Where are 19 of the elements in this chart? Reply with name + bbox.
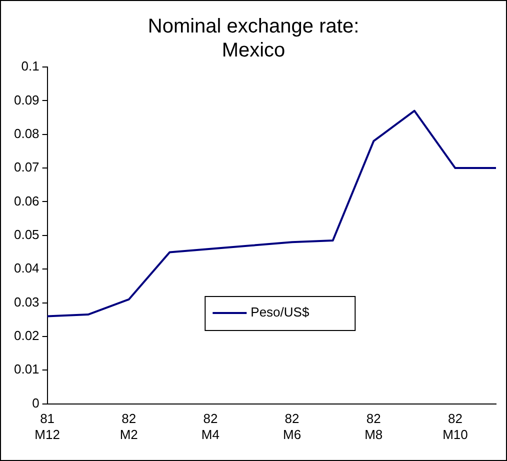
x-tick-label: 82 M2 xyxy=(120,411,138,442)
x-tick-label: 82 M4 xyxy=(201,411,220,442)
y-tick-label: 0.09 xyxy=(14,92,40,108)
x-tick-label: 82 M10 xyxy=(442,411,468,442)
y-tick-label: 0.08 xyxy=(14,126,40,141)
x-tick-label: 82 M8 xyxy=(364,411,383,442)
chart-title: Nominal exchange rate: Mexico xyxy=(148,16,360,62)
y-tick-label: 0 xyxy=(32,395,40,410)
y-tick-label: 0.01 xyxy=(14,362,40,377)
y-tick-label: 0.04 xyxy=(14,260,40,276)
y-tick-label: 0.05 xyxy=(14,226,40,242)
y-tick-label: 0.03 xyxy=(14,294,40,310)
x-tick-label: 82 M6 xyxy=(283,411,302,442)
y-tick-label: 0.02 xyxy=(14,328,40,344)
y-tick-label: 0.06 xyxy=(14,193,40,208)
legend-label: Peso/US$ xyxy=(250,304,310,320)
y-tick-label: 0.1 xyxy=(21,58,40,74)
x-tick-label: 81 M12 xyxy=(34,411,60,442)
y-tick-label: 0.07 xyxy=(14,160,40,175)
